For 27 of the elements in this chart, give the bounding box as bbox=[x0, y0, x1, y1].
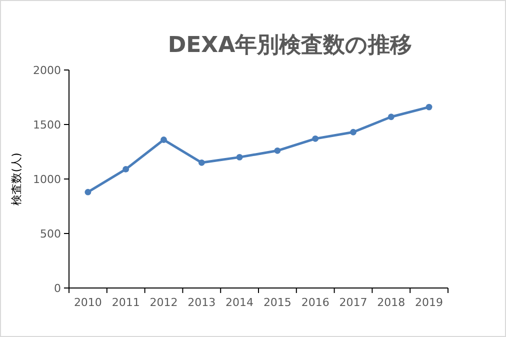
x-tick-label: 2017 bbox=[339, 296, 368, 309]
x-tick-label: 2010 bbox=[74, 296, 102, 309]
x-tick-label: 2013 bbox=[188, 296, 216, 309]
x-tick-label: 2018 bbox=[377, 296, 406, 309]
y-axis-title: 検査数(人) bbox=[10, 152, 23, 206]
point bbox=[426, 104, 432, 110]
chart-title: DEXA年別検査数の推移 bbox=[168, 33, 412, 58]
point bbox=[350, 128, 356, 136]
x-tick-label: 2016 bbox=[301, 296, 330, 309]
x-tick-label: 2014 bbox=[226, 296, 254, 309]
x-tick-label: 2015 bbox=[263, 296, 292, 309]
point bbox=[198, 159, 205, 166]
y-tick-label: 500 bbox=[40, 227, 61, 240]
x-tick-label: 2011 bbox=[112, 296, 140, 309]
point bbox=[122, 166, 130, 172]
point bbox=[388, 114, 394, 120]
point bbox=[312, 135, 319, 142]
y-tick-label: 1000 bbox=[33, 172, 61, 186]
point bbox=[274, 147, 281, 154]
point bbox=[84, 188, 92, 196]
y-tick-label: 2000 bbox=[33, 64, 61, 77]
x-tick-label: 2012 bbox=[150, 296, 178, 309]
point bbox=[236, 154, 243, 160]
point bbox=[160, 136, 167, 143]
y-tick-label: 0 bbox=[54, 282, 61, 295]
y-tick-label: 1500 bbox=[33, 118, 61, 132]
x-tick-label: 2019 bbox=[415, 296, 444, 309]
